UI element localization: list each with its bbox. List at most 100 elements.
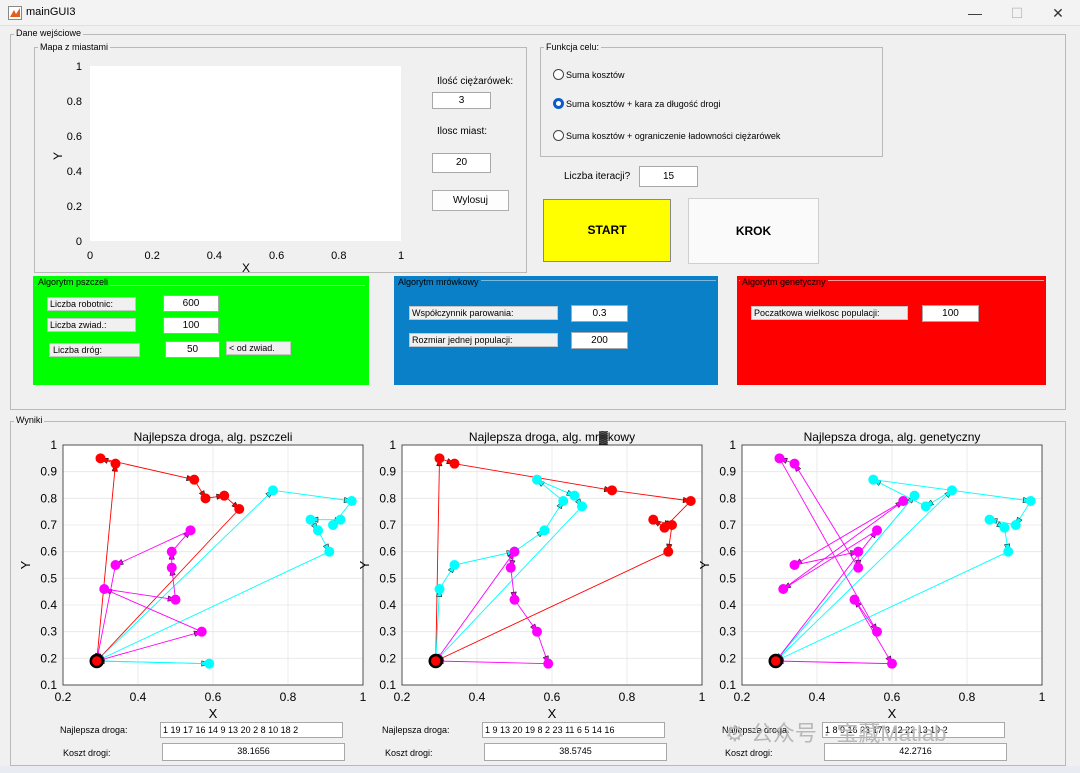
bee-workers-input[interactable]: 600 xyxy=(163,295,219,312)
map-xtick: 0.4 xyxy=(207,250,222,262)
ytick-label: 0.3 xyxy=(379,625,396,639)
ytick-label: 1 xyxy=(389,438,396,452)
map-panel-title: Mapa z miastami xyxy=(38,42,111,52)
route-segment xyxy=(435,660,549,665)
ytick-label: 0.7 xyxy=(379,518,396,532)
route-segment xyxy=(435,506,583,662)
xtick-label: 0.6 xyxy=(884,690,901,704)
result-plot-2[interactable]: 0.2 0.4 0.6 0.8 10.10.20.30.40.50.60.70.80.9… xyxy=(357,430,706,721)
city-point xyxy=(872,626,882,637)
ytick-label: 0.8 xyxy=(719,491,736,505)
draw-cities-button[interactable]: Wylosuj xyxy=(432,190,509,211)
ytick-label: 0.2 xyxy=(40,651,57,665)
results-panel xyxy=(10,421,1066,766)
route-segment xyxy=(873,479,926,507)
ytick-label: 0.9 xyxy=(379,465,396,479)
ytick-label: 0.4 xyxy=(719,598,736,612)
trucks-input[interactable]: 3 xyxy=(432,92,491,109)
route-segment xyxy=(775,495,915,662)
bee-roads-input[interactable]: 50 xyxy=(165,341,220,358)
close-button[interactable]: ✕ xyxy=(1052,5,1064,21)
result-plot-3[interactable]: 0.2 0.4 0.6 0.8 10.10.20.30.40.50.60.70.80.9… xyxy=(697,430,1046,721)
cost-field-2[interactable]: 38.5745 xyxy=(484,743,667,761)
city-point xyxy=(872,525,882,536)
map-xtick: 0.6 xyxy=(269,250,284,262)
best-route-field-1[interactable]: 1 19 17 16 14 9 13 20 2 8 10 18 2 xyxy=(160,722,343,738)
city-point xyxy=(313,525,323,536)
ytick-label: 0.4 xyxy=(40,598,57,612)
objective-option-label-2[interactable]: Suma kosztów + kara za długość drogi xyxy=(566,99,721,109)
ant-panel-title: Algorytm mrówkowy xyxy=(396,277,481,287)
cost-field-1[interactable]: 38.1656 xyxy=(162,743,345,761)
cost-field-3[interactable]: 42.2716 xyxy=(824,743,1007,761)
route-segment xyxy=(783,529,878,590)
map-ytick: 0.2 xyxy=(67,201,82,213)
ytick-label: 0.2 xyxy=(379,651,396,665)
city-point xyxy=(577,501,587,512)
route-segment xyxy=(104,588,202,633)
city-point xyxy=(434,584,445,594)
city-point xyxy=(849,594,860,605)
ytick-label: 0.7 xyxy=(40,518,57,532)
ytick-label: 0.8 xyxy=(40,491,57,505)
city-point xyxy=(607,485,617,496)
objective-radio-3[interactable] xyxy=(553,130,564,141)
xtick-label: 0.4 xyxy=(809,690,826,704)
city-point xyxy=(539,525,550,536)
cost-label-2: Koszt drogi: xyxy=(385,748,433,758)
objective-radio-1[interactable] xyxy=(553,69,564,80)
genetic-pop-input[interactable]: 100 xyxy=(922,305,979,322)
city-point xyxy=(189,474,200,485)
city-point xyxy=(868,474,879,485)
ytick-label: 0.4 xyxy=(379,598,396,612)
step-button[interactable]: KROK xyxy=(688,198,819,264)
plot-xlabel: X xyxy=(209,706,218,721)
route-segment xyxy=(272,489,352,502)
result-plot-1[interactable]: 0.2 0.4 0.6 0.8 10.10.20.30.40.50.60.70.80.9… xyxy=(18,430,367,721)
city-point xyxy=(328,520,338,530)
route-segment xyxy=(96,463,116,662)
ytick-label: 0.6 xyxy=(379,545,396,559)
bee-scouts-input[interactable]: 100 xyxy=(163,317,219,334)
best-route-label-2: Najlepsza droga: xyxy=(382,725,450,735)
ytick-label: 0.6 xyxy=(40,545,57,559)
city-point xyxy=(685,496,696,506)
city-point xyxy=(887,658,897,669)
route-segment xyxy=(782,500,904,590)
best-route-field-3[interactable]: 1 8 9 16 23 17 3 12 22 13 19 2 xyxy=(822,722,1005,738)
ytick-label: 0.1 xyxy=(719,678,736,692)
cost-label-1: Koszt drogi: xyxy=(63,748,111,758)
city-point xyxy=(853,546,864,557)
objective-radio-2[interactable] xyxy=(553,98,564,109)
best-route-label-1: Najlepsza droga: xyxy=(60,725,128,735)
map-ytick: 0.6 xyxy=(67,131,82,143)
plot-ylabel: Y xyxy=(357,560,372,569)
xtick-label: 0.8 xyxy=(619,690,636,704)
cities-input[interactable]: 20 xyxy=(432,153,491,173)
bee-workers-label: Liczba robotnic: xyxy=(47,297,136,311)
ant-evap-input[interactable]: 0.3 xyxy=(571,305,628,322)
route-segment xyxy=(96,660,210,665)
ytick-label: 1 xyxy=(50,438,57,452)
xtick-label: 0.4 xyxy=(130,690,147,704)
objective-option-label-3[interactable]: Suma kosztów + ograniczenie ładowności c… xyxy=(566,131,781,141)
ytick-label: 0.1 xyxy=(40,678,57,692)
city-point xyxy=(204,658,215,669)
city-map-axes[interactable]: 0 0.2 0.4 0.6 0.8 1 0 0.2 0.4 0.6 0.8 1 X Y xyxy=(40,56,420,276)
map-xtick: 1 xyxy=(398,250,404,262)
city-point xyxy=(434,453,445,464)
plot-xlabel: X xyxy=(888,706,897,721)
route-segment xyxy=(435,551,669,662)
maximize-button[interactable]: ☐ xyxy=(1010,5,1024,21)
minimize-button[interactable]: — xyxy=(968,5,982,21)
city-point xyxy=(920,501,931,512)
best-route-field-2[interactable]: 1 9 13 20 19 8 2 23 11 6 5 14 16 xyxy=(482,722,665,738)
city-point xyxy=(558,496,569,506)
city-point xyxy=(999,522,1010,533)
title-bar[interactable] xyxy=(0,0,1080,26)
start-button[interactable]: START xyxy=(543,199,671,262)
iterations-input[interactable]: 15 xyxy=(639,166,698,187)
objective-option-label-1[interactable]: Suma kosztów xyxy=(566,70,625,80)
ant-pop-input[interactable]: 200 xyxy=(571,332,628,349)
map-xtick: 0 xyxy=(87,250,93,262)
